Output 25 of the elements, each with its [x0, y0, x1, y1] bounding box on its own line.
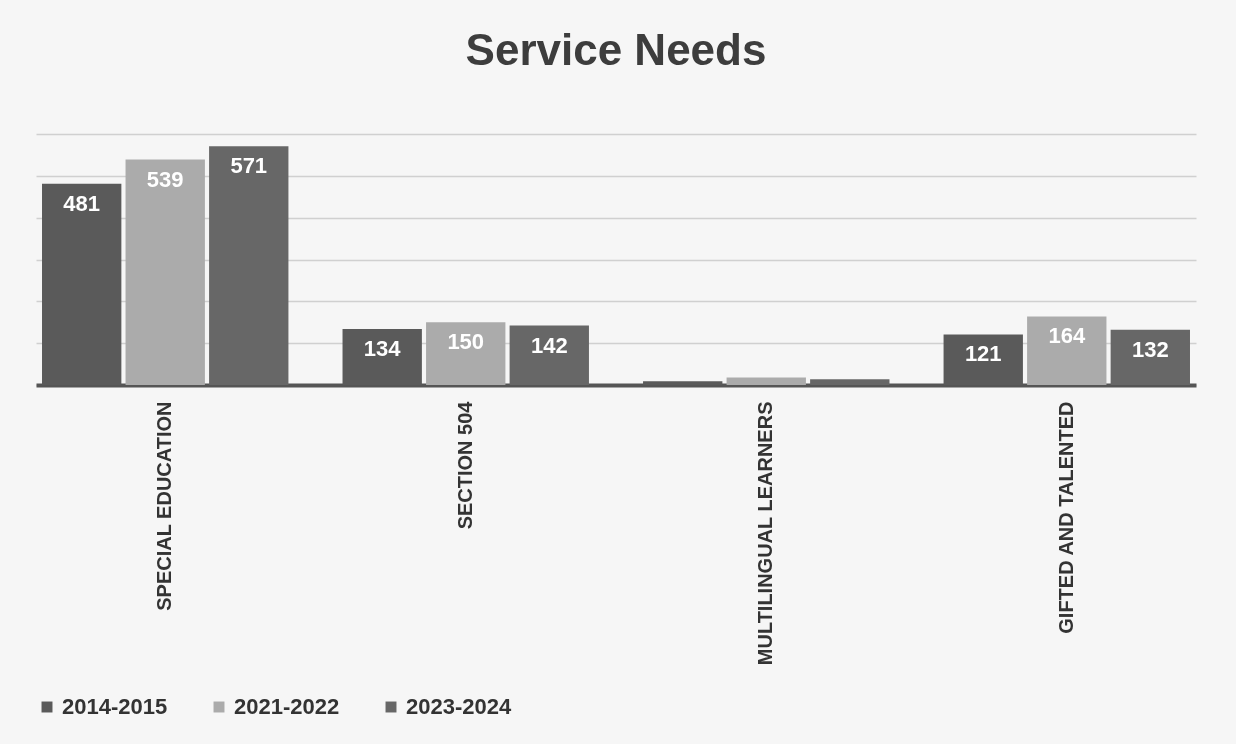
bar	[1110, 329, 1190, 385]
bar	[810, 379, 890, 385]
legend-label: 2023-2024	[406, 694, 512, 719]
data-label: 142	[530, 332, 568, 358]
data-label: 481	[63, 190, 101, 216]
bar	[726, 377, 806, 385]
data-label: 571	[230, 153, 268, 179]
legend-label: 2014-2015	[62, 694, 168, 719]
x-tick-label: SPECIAL EDUCATION	[153, 401, 176, 611]
chart-title: Service Needs	[465, 25, 767, 74]
data-label: 539	[146, 166, 184, 192]
x-tick-label: MULTILINGUAL LEARNERS	[754, 401, 777, 666]
data-label: 121	[964, 341, 1002, 367]
data-label: 164	[1048, 323, 1086, 349]
bar	[509, 325, 589, 385]
x-tick-label: GIFTED AND TALENTED	[1054, 401, 1077, 634]
x-tick-label: SECTION 504	[453, 400, 476, 530]
legend-label: 2021-2022	[234, 694, 340, 719]
bar	[125, 159, 205, 385]
bar	[209, 146, 289, 385]
bar	[426, 322, 506, 385]
data-label: 134	[363, 335, 402, 361]
data-label: 150	[447, 329, 485, 355]
data-label: 132	[1131, 336, 1169, 362]
bar	[1027, 316, 1107, 385]
